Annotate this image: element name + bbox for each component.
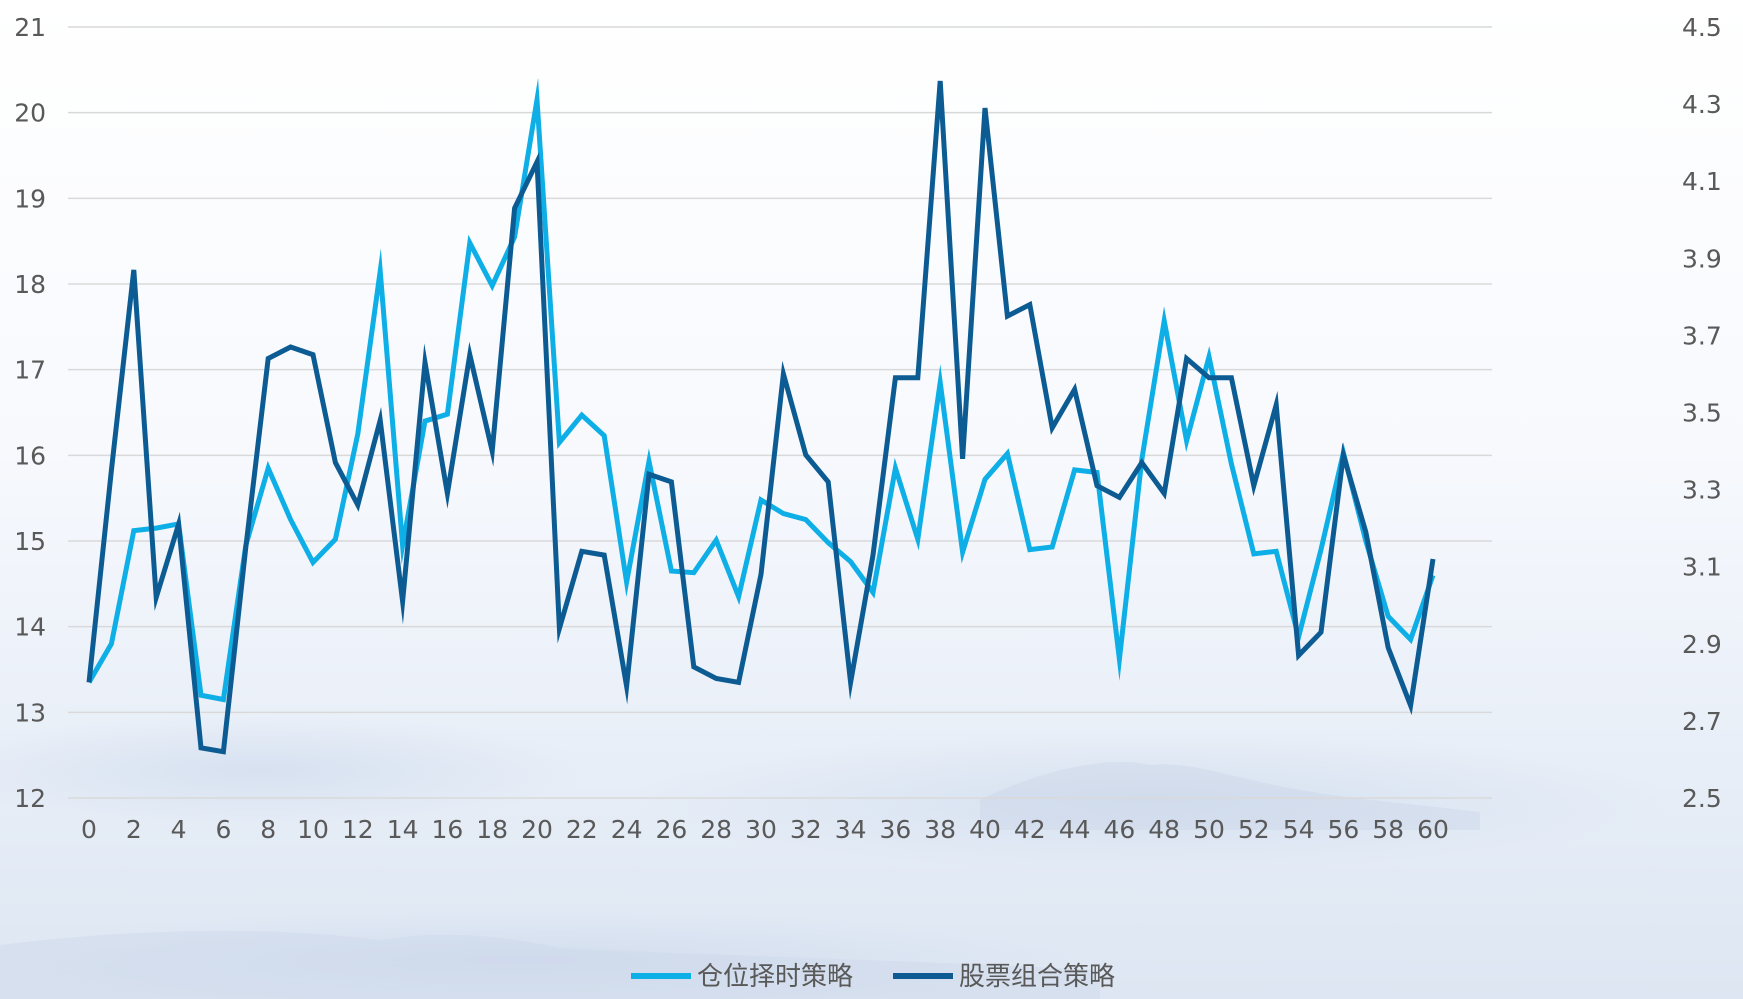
y-left-tick-label: 13	[14, 698, 46, 727]
background-scenery	[0, 715, 1670, 999]
x-tick-label: 2	[126, 815, 142, 844]
y-right-tick-label: 4.3	[1682, 90, 1722, 119]
y-left-tick-label: 19	[14, 184, 46, 213]
y-left-tick-label: 21	[14, 13, 46, 42]
x-tick-label: 28	[700, 815, 732, 844]
x-tick-label: 46	[1103, 815, 1135, 844]
y-left-tick-label: 14	[14, 613, 46, 642]
legend: 仓位择时策略 股票组合策略	[631, 962, 1115, 992]
x-tick-label: 58	[1372, 815, 1404, 844]
y-axis-left: 12 13 14 15 16 17 18 19 20 21	[14, 13, 46, 813]
y-right-tick-label: 2.7	[1682, 707, 1722, 736]
x-tick-label: 12	[342, 815, 374, 844]
x-tick-label: 24	[611, 815, 643, 844]
y-left-tick-label: 12	[14, 784, 46, 813]
x-tick-label: 30	[745, 815, 777, 844]
x-tick-label: 36	[879, 815, 911, 844]
x-tick-label: 10	[297, 815, 329, 844]
x-tick-label: 50	[1193, 815, 1225, 844]
y-right-tick-label: 2.5	[1682, 784, 1722, 813]
x-tick-label: 54	[1283, 815, 1315, 844]
x-tick-label: 26	[655, 815, 687, 844]
x-tick-label: 14	[387, 815, 419, 844]
y-left-tick-label: 18	[14, 270, 46, 299]
y-left-tick-label: 17	[14, 356, 46, 385]
x-tick-label: 8	[260, 815, 276, 844]
legend-label: 股票组合策略	[959, 962, 1115, 992]
x-tick-label: 22	[566, 815, 598, 844]
y-right-tick-label: 4.5	[1682, 13, 1722, 42]
y-right-tick-label: 2.9	[1682, 630, 1722, 659]
x-tick-label: 44	[1059, 815, 1091, 844]
x-tick-label: 20	[521, 815, 553, 844]
x-tick-label: 40	[969, 815, 1001, 844]
x-tick-label: 18	[476, 815, 508, 844]
y-right-tick-label: 4.1	[1682, 167, 1722, 196]
series-line-2	[86, 80, 1436, 755]
y-left-tick-label: 16	[14, 441, 46, 470]
x-tick-label: 38	[924, 815, 956, 844]
x-tick-label: 42	[1014, 815, 1046, 844]
gridlines	[68, 26, 1492, 799]
x-tick-label: 34	[835, 815, 867, 844]
series-lines	[86, 77, 1436, 755]
series-line-1	[86, 77, 1436, 703]
x-tick-label: 32	[790, 815, 822, 844]
x-tick-label: 56	[1327, 815, 1359, 844]
y-left-tick-label: 15	[14, 527, 46, 556]
legend-label: 仓位择时策略	[697, 962, 853, 992]
x-tick-label: 4	[171, 815, 187, 844]
y-right-tick-label: 3.7	[1682, 321, 1722, 350]
x-tick-label: 0	[81, 815, 97, 844]
x-tick-label: 60	[1417, 815, 1449, 844]
y-right-tick-label: 3.9	[1682, 244, 1722, 273]
y-axis-right: 2.5 2.7 2.9 3.1 3.3 3.5 3.7 3.9 4.1 4.3 4.5	[1682, 13, 1722, 813]
y-right-tick-label: 3.5	[1682, 399, 1722, 428]
x-tick-label: 52	[1238, 815, 1270, 844]
y-right-tick-label: 3.1	[1682, 553, 1722, 582]
y-right-tick-label: 3.3	[1682, 476, 1722, 505]
x-tick-label: 16	[431, 815, 463, 844]
x-axis: 0 2 4 6 8 10 12 14 16 18 20 22 24 26 28 30 32 34 36 38 40 42 4…	[81, 815, 1449, 844]
y-left-tick-label: 20	[14, 99, 46, 128]
x-tick-label: 6	[215, 815, 231, 844]
x-tick-label: 48	[1148, 815, 1180, 844]
